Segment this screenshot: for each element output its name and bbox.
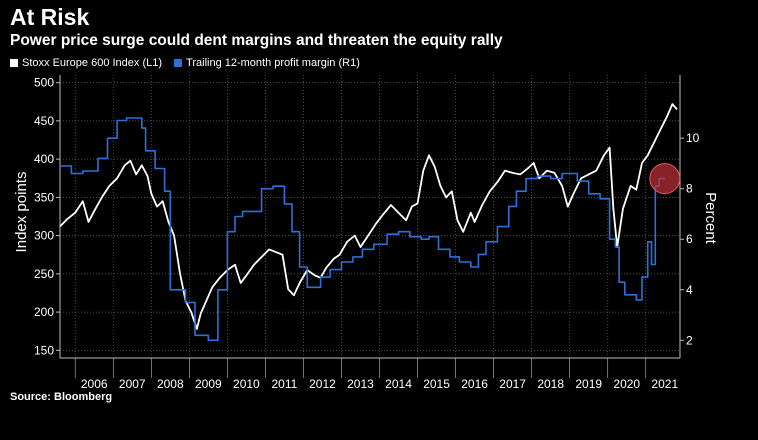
tick-label-x: 2019 [575, 377, 602, 391]
tick-label-x: 2010 [233, 377, 260, 391]
chart-subtitle: Power price surge could dent margins and… [10, 32, 503, 49]
tick-label-x: 2013 [347, 377, 374, 391]
tick-label-right: 4 [686, 283, 693, 297]
tick-label-left: 300 [34, 229, 54, 243]
chart-title: At Risk [10, 4, 90, 30]
tick-label-left: 350 [34, 190, 54, 204]
tick-label-x: 2020 [613, 377, 640, 391]
highlight-circle [649, 163, 681, 195]
tick-label-x: 2014 [385, 377, 412, 391]
legend: Stoxx Europe 600 Index (L1) Trailing 12-… [10, 57, 360, 69]
tick-label-right: 8 [686, 182, 693, 196]
tick-label-x: 2015 [423, 377, 450, 391]
legend-item-index: Stoxx Europe 600 Index (L1) [10, 57, 162, 69]
tick-label-x: 2006 [81, 377, 108, 391]
series-line-stoxx-index [59, 103, 678, 330]
tick-label-right: 10 [686, 131, 700, 145]
tick-label-left: 150 [34, 343, 54, 357]
tick-label-x: 2009 [195, 377, 222, 391]
chart-marks [59, 103, 681, 342]
tick-label-left: 450 [34, 114, 54, 128]
tick-label-x: 2021 [651, 377, 678, 391]
tick-label-right: 6 [686, 232, 693, 246]
tick-label-x: 2012 [309, 377, 336, 391]
series-line-profit-margin [60, 117, 665, 342]
tick-label-x: 2016 [461, 377, 488, 391]
legend-swatch-index [10, 59, 18, 67]
tick-label-x: 2007 [119, 377, 146, 391]
tick-label-left: 500 [34, 76, 54, 90]
tick-label-x: 2018 [537, 377, 564, 391]
tick-label-x: 2008 [157, 377, 184, 391]
legend-label-margin: Trailing 12-month profit margin (R1) [186, 57, 360, 69]
tick-label-right: 2 [686, 333, 693, 347]
tick-labels: 150 200 250 300 350 400 450 500 2 4 6 8 10 2006 2007 20… [34, 76, 700, 391]
y-axis-right-label: Percent [702, 192, 719, 245]
gridlines [56, 75, 684, 378]
tick-label-left: 200 [34, 305, 54, 319]
legend-swatch-margin [174, 59, 183, 67]
source-note: Source: Bloomberg [10, 391, 113, 403]
tick-label-left: 250 [34, 267, 54, 281]
y-axis-left-label: Index points [13, 172, 30, 253]
legend-item-margin: Trailing 12-month profit margin (R1) [174, 57, 360, 69]
tick-label-x: 2011 [272, 377, 298, 391]
legend-label-index: Stoxx Europe 600 Index (L1) [22, 57, 163, 69]
tick-label-left: 400 [34, 152, 54, 166]
tick-label-x: 2017 [499, 377, 526, 391]
